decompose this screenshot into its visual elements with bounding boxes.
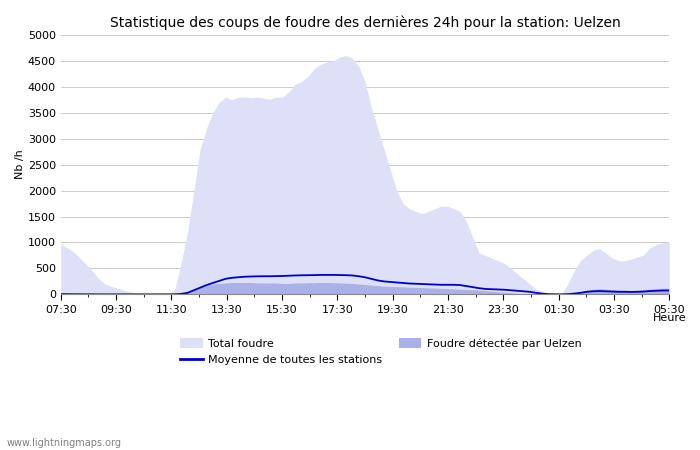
Y-axis label: Nb /h: Nb /h — [15, 150, 25, 180]
X-axis label: Heure: Heure — [652, 313, 686, 323]
Legend: Total foudre, Moyenne de toutes les stations, Foudre détectée par Uelzen: Total foudre, Moyenne de toutes les stat… — [176, 334, 586, 370]
Text: www.lightningmaps.org: www.lightningmaps.org — [7, 438, 122, 448]
Title: Statistique des coups de foudre des dernières 24h pour la station: Uelzen: Statistique des coups de foudre des dern… — [110, 15, 620, 30]
